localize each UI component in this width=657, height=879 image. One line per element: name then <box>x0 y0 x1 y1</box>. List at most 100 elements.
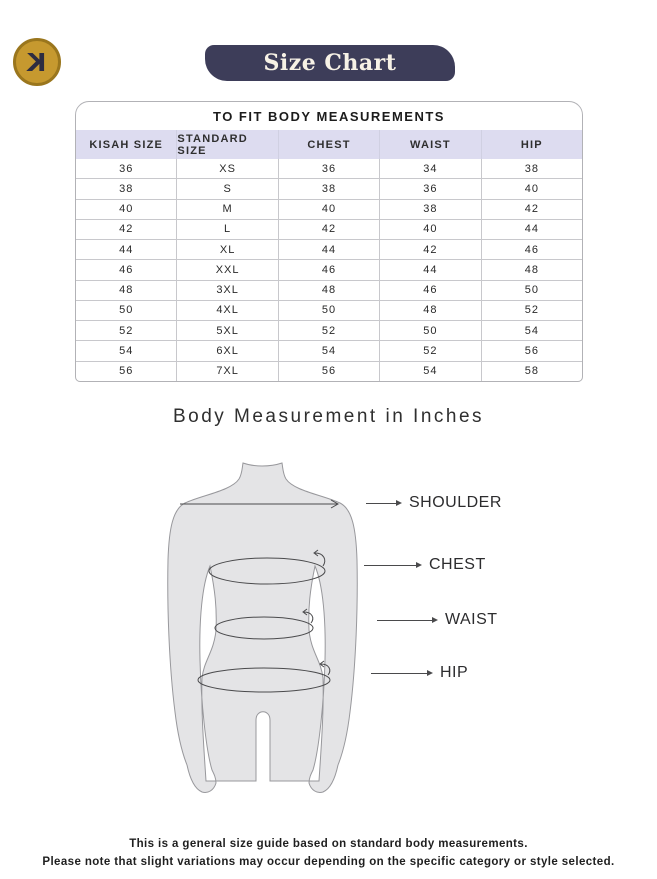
table-cell: 36 <box>277 159 379 179</box>
table-row: 56 7XL 56 54 58 <box>76 360 582 381</box>
table-cell: 54 <box>480 321 582 341</box>
table-title: TO FIT BODY MEASUREMENTS <box>213 108 445 124</box>
table-cell: 38 <box>480 159 582 179</box>
table-cell: 6XL <box>176 341 277 361</box>
page-title: Size Chart <box>263 50 397 76</box>
table-cell: XL <box>176 240 277 260</box>
chest-tape-curl-icon <box>313 549 326 567</box>
table-header-row: KISAH SIZE STANDARD SIZE CHEST WAIST HIP <box>76 130 582 159</box>
table-cell: 50 <box>277 300 379 321</box>
table-cell: 46 <box>277 260 379 280</box>
hip-label-text: HIP <box>440 664 469 681</box>
table-cell: 46 <box>379 280 480 300</box>
table-cell: 42 <box>119 223 134 236</box>
table-cell: 40 <box>119 203 134 216</box>
size-table-body: 36 XS 36 34 38 38 S 38 36 40 40 M 40 38 42 42 L 42 40 44 44 X… <box>76 159 582 381</box>
table-cell: 44 <box>277 240 379 260</box>
table-cell: 52 <box>119 324 134 337</box>
body-silhouette <box>167 462 358 793</box>
table-row: 44 XL 44 42 46 <box>76 239 582 260</box>
body-silhouette-path <box>167 462 358 793</box>
table-cell: 54 <box>277 341 379 361</box>
table-cell: 40 <box>379 219 480 240</box>
table-cell: S <box>176 179 277 199</box>
table-row: 36 XS 36 34 38 <box>76 159 582 179</box>
column-header-chest: CHEST <box>277 130 379 159</box>
arrow-right-icon <box>416 562 422 568</box>
shoulder-label-text: SHOULDER <box>409 494 502 511</box>
table-cell: 58 <box>480 361 582 381</box>
table-cell: 50 <box>379 321 480 341</box>
footer-line-1: This is a general size guide based on st… <box>129 838 528 850</box>
table-row: 50 4XL 50 48 52 <box>76 299 582 321</box>
table-cell: 44 <box>119 243 134 256</box>
label-shoulder: SHOULDER <box>366 494 502 512</box>
table-cell: 52 <box>277 321 379 341</box>
table-cell: 38 <box>379 199 480 219</box>
table-cell: 34 <box>379 159 480 179</box>
shoulder-arrow-line <box>366 502 396 504</box>
table-cell: 5XL <box>176 321 277 341</box>
label-hip: HIP <box>371 664 468 682</box>
waist-label-text: WAIST <box>445 611 498 628</box>
column-header-kisah-size: KISAH SIZE <box>89 138 164 151</box>
table-cell: XS <box>176 159 277 179</box>
table-cell: 42 <box>480 199 582 219</box>
table-cell: 48 <box>379 300 480 321</box>
table-cell: 42 <box>277 219 379 240</box>
table-cell: 54 <box>119 345 134 358</box>
table-cell: M <box>176 199 277 219</box>
table-cell: L <box>176 219 277 240</box>
table-row: 38 S 38 36 40 <box>76 178 582 199</box>
waist-arrow-line <box>377 619 432 621</box>
table-cell: 52 <box>379 341 480 361</box>
table-row: 46 XXL 46 44 48 <box>76 259 582 280</box>
table-cell: 50 <box>480 280 582 300</box>
arrow-right-icon <box>396 500 402 506</box>
arrow-right-icon <box>432 617 438 623</box>
column-header-standard-size: STANDARD SIZE <box>176 130 277 159</box>
hip-tape-curl-icon <box>319 660 331 676</box>
table-cell: 48 <box>119 284 134 297</box>
arrow-right-icon <box>427 670 433 676</box>
table-row: 52 5XL 52 50 54 <box>76 320 582 341</box>
table-cell: 4XL <box>176 300 277 321</box>
table-cell: 54 <box>379 361 480 381</box>
table-cell: 40 <box>277 199 379 219</box>
chest-label-text: CHEST <box>429 556 486 573</box>
table-cell: 7XL <box>176 361 277 381</box>
table-cell: 44 <box>480 219 582 240</box>
table-cell: 56 <box>277 361 379 381</box>
column-header-hip: HIP <box>480 130 582 159</box>
table-cell: 38 <box>119 182 134 195</box>
table-cell: 42 <box>379 240 480 260</box>
table-cell: 46 <box>119 263 134 276</box>
page-title-banner: Size Chart <box>205 45 455 81</box>
table-row: 48 3XL 48 46 50 <box>76 279 582 300</box>
shoulder-arrow-icon <box>330 499 340 509</box>
table-cell: 36 <box>379 179 480 199</box>
table-row: 54 6XL 54 52 56 <box>76 340 582 361</box>
hip-arrow-line <box>371 672 427 674</box>
chest-arrow-line <box>364 564 416 566</box>
table-cell: XXL <box>176 260 277 280</box>
table-cell: 40 <box>480 179 582 199</box>
chest-measure-tape <box>208 557 326 585</box>
footer-note: This is a general size guide based on st… <box>0 836 657 872</box>
table-cell: 48 <box>480 260 582 280</box>
table-cell: 56 <box>119 365 134 378</box>
footer-line-2: Please note that slight variations may o… <box>42 855 615 868</box>
diagram-heading: Body Measurement in Inches <box>172 406 485 427</box>
label-chest: CHEST <box>364 556 486 574</box>
table-cell: 38 <box>277 179 379 199</box>
table-cell: 44 <box>379 260 480 280</box>
table-cell: 50 <box>119 304 134 317</box>
table-cell: 46 <box>480 240 582 260</box>
label-waist: WAIST <box>377 611 498 629</box>
table-row: 42 L 42 40 44 <box>76 218 582 240</box>
table-cell: 56 <box>480 341 582 361</box>
waist-measure-tape <box>214 616 314 640</box>
brand-logo: K <box>13 38 61 86</box>
table-row: 40 M 40 38 42 <box>76 198 582 219</box>
